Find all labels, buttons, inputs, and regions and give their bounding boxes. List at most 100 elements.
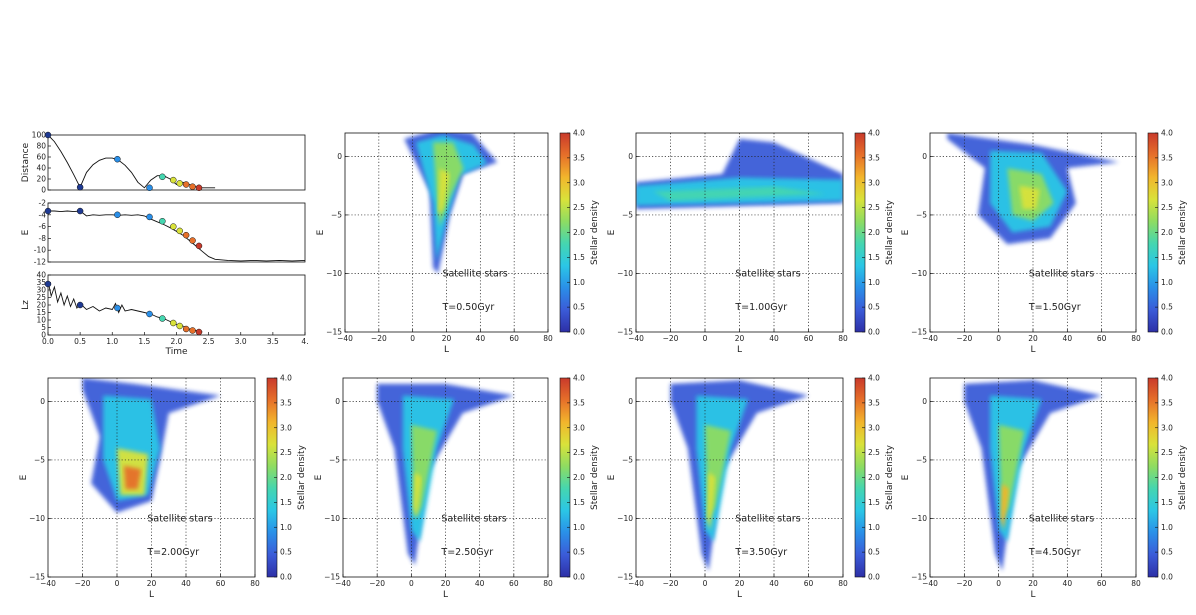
orbit-marker xyxy=(146,310,153,318)
y-tick-label: -12 xyxy=(34,258,46,267)
y-tick-label: 15 xyxy=(36,308,46,317)
colorbar-tick-label: 0.5 xyxy=(1161,548,1173,557)
colorbar xyxy=(854,132,866,333)
x-tick-label: −40 xyxy=(628,579,644,588)
y-tick-label: 0 xyxy=(922,397,927,406)
colorbar-tick-label: 1.0 xyxy=(573,278,585,287)
colorbar-tick-label: 2.0 xyxy=(573,473,585,482)
orbit-marker xyxy=(159,315,166,322)
y-tick-label: 20 xyxy=(36,301,46,310)
annotation-label: Satellite stars xyxy=(442,268,507,279)
y-tick-label: −10 xyxy=(911,514,927,523)
x-tick-label: 0.5 xyxy=(74,337,86,346)
density-panel-t100 xyxy=(635,132,866,333)
colorbar-tick-label: 4.0 xyxy=(1161,374,1173,383)
x-tick-label: 1.0 xyxy=(106,337,118,346)
colorbar-tick-label: 0.5 xyxy=(868,303,880,312)
x-axis-label: L xyxy=(443,590,448,600)
time-label: T=4.50Gyr xyxy=(1028,547,1081,558)
colorbar-tick-label: 1.5 xyxy=(573,253,585,262)
colorbar-tick-label: 2.0 xyxy=(280,473,292,482)
x-tick-label: 60 xyxy=(804,579,814,588)
y-axis-label: E xyxy=(607,474,617,480)
x-axis-label: L xyxy=(444,345,449,355)
colorbar-tick-label: 1.5 xyxy=(573,498,585,507)
y-tick-label: −15 xyxy=(324,573,340,582)
orbit-marker xyxy=(189,327,196,334)
colorbar-tick-label: 2.5 xyxy=(1161,203,1173,212)
orbit-marker xyxy=(195,184,203,192)
y-axis-label: E xyxy=(901,229,911,235)
series-line-lz xyxy=(47,280,203,333)
colorbar-tick-label: 2.0 xyxy=(868,473,880,482)
orbit-marker xyxy=(114,155,121,163)
x-tick-label: 60 xyxy=(216,579,226,588)
colorbar-tick-label: 2.0 xyxy=(573,228,585,237)
density-layer xyxy=(416,135,488,262)
y-tick-label: −10 xyxy=(326,269,342,278)
x-tick-label: 80 xyxy=(250,579,260,588)
y-tick-label: −5 xyxy=(34,455,45,464)
y-tick-label: 0 xyxy=(40,397,45,406)
y-tick-label: −10 xyxy=(617,269,633,278)
colorbar-tick-label: 4.0 xyxy=(868,129,880,138)
y-tick-label: 0 xyxy=(922,152,927,161)
x-tick-label: 20 xyxy=(442,334,452,343)
density-layer xyxy=(1019,185,1040,210)
x-tick-label: 80 xyxy=(838,579,848,588)
x-tick-label: 20 xyxy=(1028,579,1038,588)
x-tick-label: 80 xyxy=(1131,579,1141,588)
x-tick-label: 0 xyxy=(996,579,1001,588)
orbit-marker xyxy=(76,301,84,309)
axes-frame xyxy=(47,274,306,336)
colorbar-tick-label: 1.0 xyxy=(280,523,292,532)
x-tick-label: −40 xyxy=(922,334,938,343)
colorbar-tick-label: 0.5 xyxy=(280,548,292,557)
x-tick-label: 40 xyxy=(769,579,779,588)
x-tick-label: 4. xyxy=(301,337,308,346)
orbit-marker xyxy=(189,183,196,190)
y-axis-label: Lz xyxy=(21,300,31,310)
annotation-label: Satellite stars xyxy=(735,268,800,279)
orbit-marker xyxy=(182,231,190,239)
x-tick-label: 80 xyxy=(1131,334,1141,343)
colorbar-tick-label: 3.0 xyxy=(573,178,585,187)
x-tick-label: −20 xyxy=(369,579,385,588)
x-axis-label: L xyxy=(737,590,742,600)
y-tick-label: 60 xyxy=(36,153,46,162)
colorbar xyxy=(559,377,571,578)
colorbar-tick-label: 3.0 xyxy=(1161,423,1173,432)
density-panel-t250 xyxy=(342,377,571,578)
colorbar-tick-label: 0.0 xyxy=(1161,328,1173,337)
y-tick-label: 40 xyxy=(36,164,46,173)
density-map xyxy=(670,380,809,572)
colorbar-label: Stellar density xyxy=(590,444,600,510)
colorbar-tick-label: 0.0 xyxy=(868,328,880,337)
colorbar-tick-label: 0.5 xyxy=(1161,303,1173,312)
colorbar-tick-label: 3.0 xyxy=(868,423,880,432)
y-tick-label: 10 xyxy=(36,316,46,325)
x-tick-label: −40 xyxy=(337,334,353,343)
x-tick-label: 0 xyxy=(409,579,414,588)
y-tick-label: 30 xyxy=(36,286,46,295)
density-panel-t150 xyxy=(929,132,1159,333)
colorbar-tick-label: 2.0 xyxy=(868,228,880,237)
orbit-marker xyxy=(189,237,196,244)
colorbar-tick-label: 3.5 xyxy=(573,398,585,407)
time-label: T=3.50Gyr xyxy=(734,547,787,558)
colorbar-tick-label: 3.0 xyxy=(1161,178,1173,187)
y-tick-label: 0 xyxy=(628,152,633,161)
orbit-marker xyxy=(44,207,52,215)
colorbar-tick-label: 1.0 xyxy=(573,523,585,532)
x-tick-label: 0 xyxy=(410,334,415,343)
orbit-marker xyxy=(176,180,183,187)
x-tick-label: −20 xyxy=(663,579,679,588)
x-tick-label: 2.0 xyxy=(171,337,183,346)
colorbar-tick-label: 0.0 xyxy=(573,328,585,337)
density-layer xyxy=(1000,483,1009,531)
colorbar-tick-label: 3.0 xyxy=(280,423,292,432)
annotation-label: Satellite stars xyxy=(147,513,212,524)
time-label: T=0.50Gyr xyxy=(441,302,494,313)
orbit-marker xyxy=(114,211,121,219)
orbit-panel-lz xyxy=(44,274,306,336)
